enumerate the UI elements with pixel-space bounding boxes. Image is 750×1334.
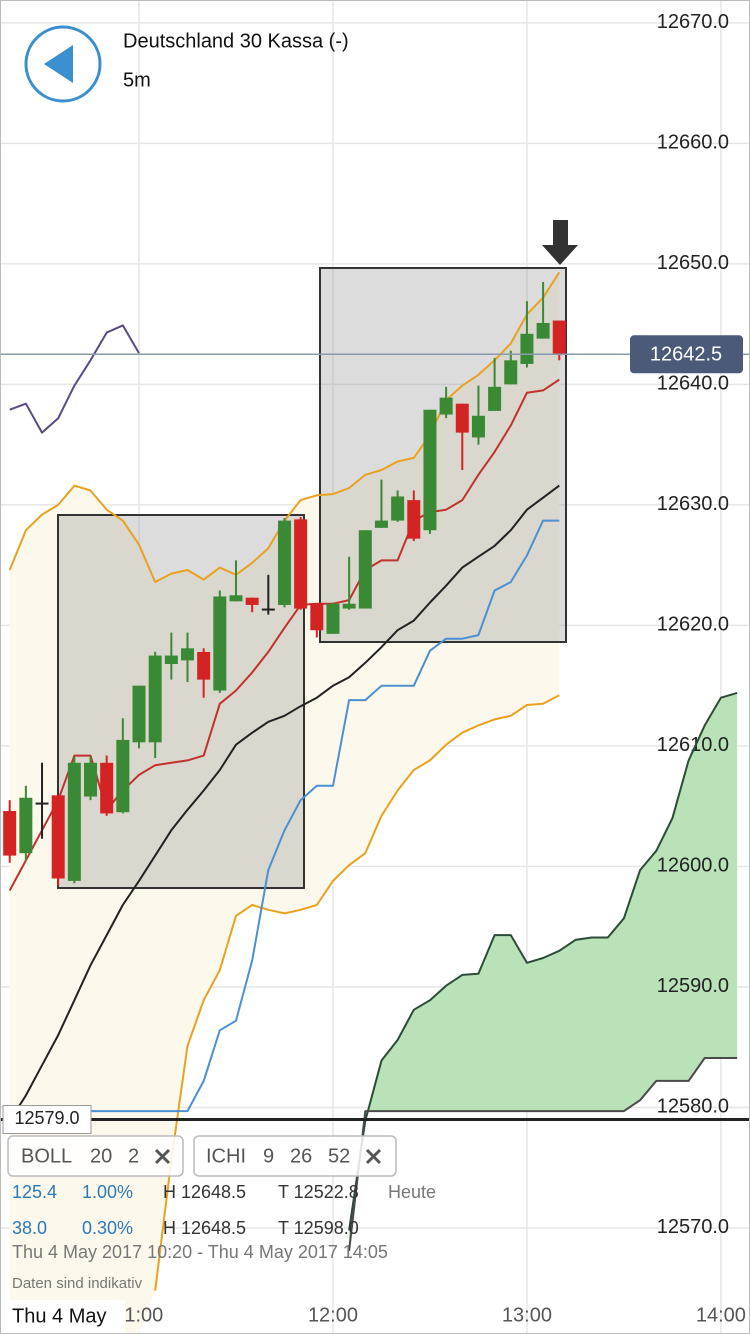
x-tick-label: 12:00 (308, 1304, 358, 1326)
y-tick-label: 12570.0 (657, 1216, 729, 1238)
interval: 5m (123, 69, 151, 91)
info-period: Heute (388, 1182, 436, 1202)
candle-body (197, 651, 211, 680)
chip-close[interactable] (365, 1148, 382, 1165)
indicator-chip[interactable] (7, 1135, 184, 1177)
y-tick-label: 12620.0 (657, 614, 729, 636)
candle-body (326, 603, 340, 634)
candle-body (407, 500, 421, 539)
foreground-layer: 12570.0 12580.0 12590.0 12600.0 12610.0 12620… (0, 11, 750, 1333)
candle-body (213, 596, 227, 691)
highlight-box (57, 514, 305, 889)
info-low: T 12522.8 (278, 1182, 359, 1202)
candle-body (471, 415, 485, 438)
chip-param: 9 (263, 1145, 274, 1167)
arrow-marker (542, 220, 578, 265)
candle-body (116, 739, 130, 813)
level-label: 12579.0 (14, 1108, 79, 1128)
info-percent: 1.00% (82, 1182, 133, 1202)
info-percent: 0.30% (82, 1218, 133, 1238)
x-tick-label: 14:00 (696, 1304, 746, 1326)
y-tick-label: 12660.0 (657, 132, 729, 154)
candle-body (84, 762, 98, 797)
candle-body (132, 685, 146, 743)
y-tick-label: 12610.0 (657, 734, 729, 756)
instrument-title: Deutschland 30 Kassa (-) (123, 30, 349, 52)
y-tick-label: 12640.0 (657, 373, 729, 395)
ichimoku-conversion (9, 519, 560, 1113)
bollinger-band (9, 272, 560, 1334)
y-tick-label: 12580.0 (657, 1096, 729, 1118)
candle-body (100, 762, 114, 814)
y-tick-label: 12670.0 (657, 11, 729, 33)
chip-param: 26 (290, 1145, 312, 1167)
ichimoku-span-a (348, 691, 738, 1231)
current-price-box (630, 335, 743, 374)
candle-body (455, 403, 469, 433)
candle-body (229, 595, 243, 602)
candle-body (504, 360, 518, 385)
chip-label: BOLL (21, 1145, 72, 1167)
candle-body (488, 386, 502, 411)
candle-body (181, 648, 194, 661)
candle-body (536, 322, 550, 339)
chip-label: ICHI (206, 1145, 246, 1167)
ichimoku-span-b (348, 1057, 738, 1252)
candle-body (552, 320, 566, 355)
candle-body (520, 333, 534, 364)
candle-body (3, 811, 17, 856)
candle-body (423, 409, 437, 531)
ichimoku-cloud (349, 692, 738, 1251)
level-box (2, 1104, 92, 1134)
bollinger-lower (154, 694, 560, 1291)
chip-param: 52 (328, 1145, 350, 1167)
info-high: H 12648.5 (163, 1218, 246, 1238)
candle-body (35, 802, 49, 805)
candle-body (439, 397, 453, 415)
candle-body (391, 496, 405, 521)
y-tick-label: 12590.0 (657, 975, 729, 997)
chip-param: 20 (90, 1145, 112, 1167)
date-box (1, 1300, 125, 1333)
candle-body (310, 603, 324, 631)
info-value: 38.0 (12, 1218, 47, 1238)
indicator-chip[interactable] (193, 1135, 397, 1177)
candle-body (358, 530, 372, 609)
y-tick-label: 12600.0 (657, 855, 729, 877)
current-price-label: 12642.5 (650, 344, 722, 366)
y-tick-label: 12650.0 (657, 252, 729, 274)
candle-body (148, 655, 162, 743)
candle-body (19, 797, 33, 854)
chip-close[interactable] (154, 1148, 171, 1165)
overlay-layer: Deutschland 30 Kassa (-) 5m BOLL 20 2 IC… (7, 25, 436, 1292)
info-low: T 12598.0 (278, 1218, 359, 1238)
candle-body (245, 597, 259, 605)
candle-body (51, 795, 65, 879)
x-tick-label: 11:00 (115, 1304, 164, 1326)
info-high: H 12648.5 (163, 1182, 246, 1202)
candle-body (374, 520, 388, 528)
info-value: 125.4 (12, 1182, 57, 1202)
back-icon[interactable] (44, 45, 73, 83)
candle-body (277, 520, 291, 605)
y-tick-label: 12630.0 (657, 493, 729, 515)
ichimoku-base (8, 484, 560, 1122)
info-range: Thu 4 May 2017 10:20 - Thu 4 May 2017 14… (12, 1242, 388, 1262)
candle-body (342, 603, 356, 609)
candle-body (261, 608, 275, 611)
candle-body (294, 519, 308, 609)
chip-param: 2 (128, 1145, 139, 1167)
info-note: Daten sind indikativ (12, 1275, 143, 1292)
ichimoku-lagging (9, 324, 140, 434)
x-tick-label: 13:00 (502, 1304, 552, 1326)
date-label: Thu 4 May (12, 1305, 106, 1327)
candle-body (67, 762, 81, 881)
candle-body (164, 655, 178, 664)
